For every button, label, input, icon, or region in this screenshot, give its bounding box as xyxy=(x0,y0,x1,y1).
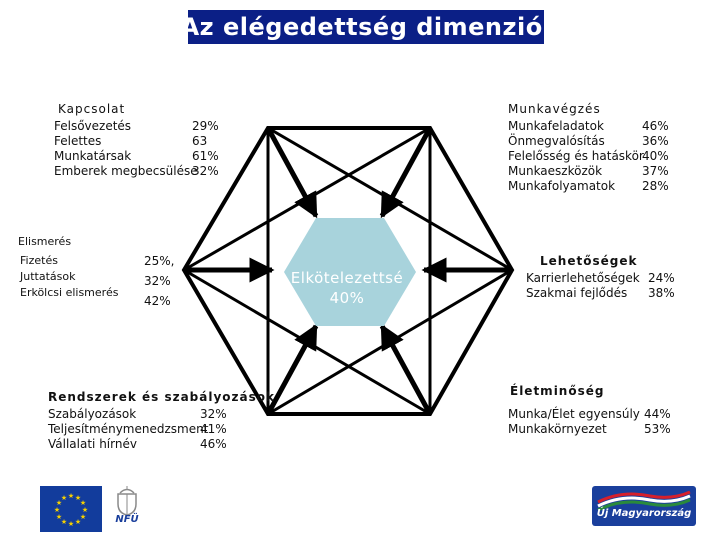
arrow-kapcsolat xyxy=(265,126,319,219)
item-label: Szakmai fejlődés xyxy=(526,286,628,300)
item-value: 41% xyxy=(200,422,227,436)
item-value: 63 xyxy=(192,134,208,148)
item-value: 32% xyxy=(192,164,219,178)
item-label: Munkafeladatok xyxy=(508,119,604,133)
list-item: Szabályozások 32% xyxy=(48,407,258,422)
uj-magyarorszag-text: Új Magyarország xyxy=(596,508,692,519)
item-value: 46% xyxy=(200,437,227,451)
nfu-logo-text: NFÜ xyxy=(115,514,139,525)
arrows xyxy=(184,126,512,416)
arrow-rendszerek xyxy=(265,323,319,416)
page-title: Az elégedettség dimenziói xyxy=(180,13,552,41)
item-label: Felsővezetés xyxy=(54,119,132,133)
list-item: Munkafolyamatok 28% xyxy=(508,179,678,194)
item-value: 32% xyxy=(144,274,171,288)
group-title: Kapcsolat xyxy=(58,102,126,116)
item-label: Önmegvalósítás xyxy=(508,134,605,148)
eu-flag-icon: ★ ★★ ★★★ ★★★ ★★★ xyxy=(40,486,102,532)
item-value: 36% xyxy=(642,134,669,148)
uj-magyarorszag-logo: Új Magyarország xyxy=(592,486,696,526)
item-label: Felettes xyxy=(54,134,102,148)
coat-of-arms-icon xyxy=(117,486,137,516)
flag-stripe-icon xyxy=(597,490,691,512)
svg-text:★: ★ xyxy=(61,518,67,526)
item-value: 53% xyxy=(644,422,671,436)
list-item: Munkaeszközök 37% xyxy=(508,164,678,179)
item-label: Szabályozások xyxy=(48,407,137,421)
group-title: Életminőség xyxy=(510,384,605,398)
item-value: 38% xyxy=(648,286,675,300)
title-bar: Az elégedettség dimenziói xyxy=(181,10,551,44)
item-label: Fizetés xyxy=(20,254,58,267)
item-value: 37% xyxy=(642,164,669,178)
group-title: Munkavégzés xyxy=(508,102,601,116)
item-value: 61% xyxy=(192,149,219,163)
item-label: Vállalati hírnév xyxy=(48,437,137,451)
item-label: Munka/Élet egyensúly xyxy=(508,407,640,421)
group-kapcsolat: Kapcsolat Felsővezetés 29% Felettes 63 Mun… xyxy=(54,102,244,179)
list-item: Munkatársak 61% xyxy=(54,149,244,164)
arrow-munkavegzes xyxy=(379,126,433,219)
item-label: Juttatások xyxy=(20,270,76,283)
group-lehetosegek: Lehetőségek Karrierlehetőségek 24% Szakma… xyxy=(526,254,696,301)
item-label: Munkafolyamatok xyxy=(508,179,616,193)
item-label: Teljesítménymenedzsment xyxy=(48,422,209,436)
list-item: Felelősség és hatáskör 40% xyxy=(508,149,678,164)
item-label: Erkölcsi elismerés xyxy=(20,286,119,299)
svg-text:★: ★ xyxy=(80,499,86,507)
list-item: Emberek megbecsülése 32% xyxy=(54,164,244,179)
item-value: 29% xyxy=(192,119,219,133)
item-label: Karrierlehetőségek xyxy=(526,271,640,285)
item-label: Munkaeszközök xyxy=(508,164,603,178)
arrow-eletminoseg xyxy=(379,323,433,416)
item-value: 24% xyxy=(648,271,675,285)
item-value: 46% xyxy=(642,119,669,133)
item-value: 42% xyxy=(144,294,171,308)
group-title: Elismerés xyxy=(18,235,72,248)
svg-text:★: ★ xyxy=(75,518,81,526)
item-value: 32% xyxy=(200,407,227,421)
center-title: Elkötelezettsé xyxy=(290,269,404,287)
center-label: Elkötelezettsé 40% xyxy=(282,268,412,308)
group-elismeres: Elismerés Fizetés Juttatások Erkölcsi el… xyxy=(18,234,218,311)
center-hexagon xyxy=(284,218,416,326)
list-item: Munkafeladatok 46% xyxy=(508,119,678,134)
list-item: Felettes 63 xyxy=(54,134,244,149)
group-rendszerek: Rendszerek és szabályozások Szabályozáso… xyxy=(48,390,275,452)
item-label: Munkatársak xyxy=(54,149,132,163)
group-title: Rendszerek és szabályozások xyxy=(48,390,275,404)
list-item: Karrierlehetőségek 24% xyxy=(526,271,696,286)
item-label: Munkakörnyezet xyxy=(508,422,607,436)
list-item: Teljesítménymenedzsment 41% xyxy=(48,422,258,437)
item-label: Emberek megbecsülése xyxy=(54,164,198,178)
group-eletminoseg: Életminőség Munka/Élet egyensúly 44% Munk… xyxy=(508,384,684,437)
list-item: Szakmai fejlődés 38% xyxy=(526,286,696,301)
list-item: Munkakörnyezet 53% xyxy=(508,422,684,437)
svg-text:★: ★ xyxy=(75,494,81,502)
item-value: 44% xyxy=(644,407,671,421)
center-value: 40% xyxy=(329,289,365,307)
svg-text:★: ★ xyxy=(80,513,86,521)
svg-text:★: ★ xyxy=(68,492,74,500)
list-item: Vállalati hírnév 46% xyxy=(48,437,258,452)
svg-text:★: ★ xyxy=(82,506,88,514)
svg-text:★: ★ xyxy=(61,494,67,502)
group-munkavegzes: Munkavégzés Munkafeladatok 46% Önmegvalós… xyxy=(508,102,678,194)
group-title: Lehetőségek xyxy=(540,254,638,268)
list-item: Felsővezetés 29% xyxy=(54,119,244,134)
item-value: 25%, xyxy=(144,254,175,268)
svg-text:★: ★ xyxy=(56,499,62,507)
svg-text:★: ★ xyxy=(68,520,74,528)
item-label: Felelősség és hatáskör xyxy=(508,149,644,163)
svg-text:★: ★ xyxy=(56,513,62,521)
list-item: Munka/Élet egyensúly 44% xyxy=(508,407,684,422)
item-value: 40% xyxy=(642,149,669,163)
svg-text:★: ★ xyxy=(54,506,60,514)
list-item: Önmegvalósítás 36% xyxy=(508,134,678,149)
item-value: 28% xyxy=(642,179,669,193)
